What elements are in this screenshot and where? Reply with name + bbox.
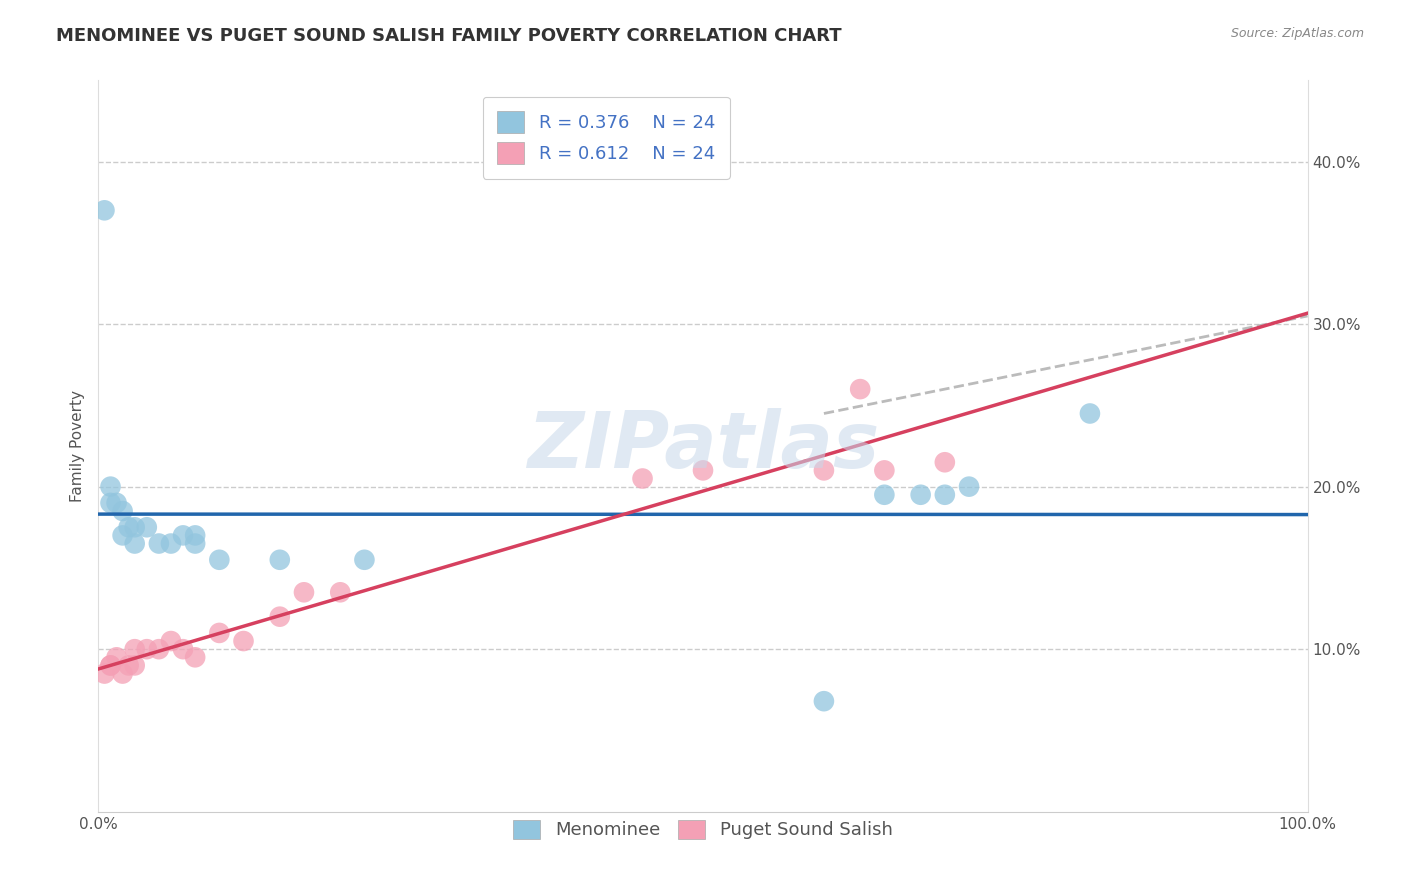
Point xyxy=(184,528,207,542)
Point xyxy=(105,496,128,510)
Point xyxy=(160,634,183,648)
Point xyxy=(148,536,170,550)
Point xyxy=(135,520,157,534)
Point xyxy=(100,658,122,673)
Point xyxy=(100,496,122,510)
Point xyxy=(111,504,134,518)
Point xyxy=(1078,407,1101,421)
Point xyxy=(135,642,157,657)
Point xyxy=(873,488,896,502)
Point xyxy=(813,463,835,477)
Point xyxy=(208,553,231,567)
Text: MENOMINEE VS PUGET SOUND SALISH FAMILY POVERTY CORRELATION CHART: MENOMINEE VS PUGET SOUND SALISH FAMILY P… xyxy=(56,27,842,45)
Point xyxy=(813,694,835,708)
Point xyxy=(292,585,315,599)
Point xyxy=(124,520,146,534)
Point xyxy=(934,455,956,469)
Point xyxy=(208,626,231,640)
Point xyxy=(957,480,980,494)
Point xyxy=(172,642,194,657)
Point xyxy=(160,536,183,550)
Point xyxy=(692,463,714,477)
Point xyxy=(124,536,146,550)
Point xyxy=(124,658,146,673)
Point xyxy=(100,658,122,673)
Point xyxy=(93,666,115,681)
Point xyxy=(631,471,654,485)
Point xyxy=(184,536,207,550)
Point xyxy=(873,463,896,477)
Point xyxy=(269,609,291,624)
Point xyxy=(105,650,128,665)
Point xyxy=(124,642,146,657)
Point xyxy=(93,203,115,218)
Point xyxy=(269,553,291,567)
Point xyxy=(232,634,254,648)
Point xyxy=(184,650,207,665)
Point xyxy=(172,528,194,542)
Point xyxy=(353,553,375,567)
Y-axis label: Family Poverty: Family Poverty xyxy=(69,390,84,502)
Text: ZIPatlas: ZIPatlas xyxy=(527,408,879,484)
Text: Source: ZipAtlas.com: Source: ZipAtlas.com xyxy=(1230,27,1364,40)
Point xyxy=(118,658,141,673)
Point xyxy=(148,642,170,657)
Point xyxy=(118,520,141,534)
Point xyxy=(329,585,352,599)
Legend: Menominee, Puget Sound Salish: Menominee, Puget Sound Salish xyxy=(506,813,900,847)
Point xyxy=(100,480,122,494)
Point xyxy=(111,666,134,681)
Point xyxy=(910,488,932,502)
Point xyxy=(111,528,134,542)
Point xyxy=(849,382,872,396)
Point xyxy=(934,488,956,502)
